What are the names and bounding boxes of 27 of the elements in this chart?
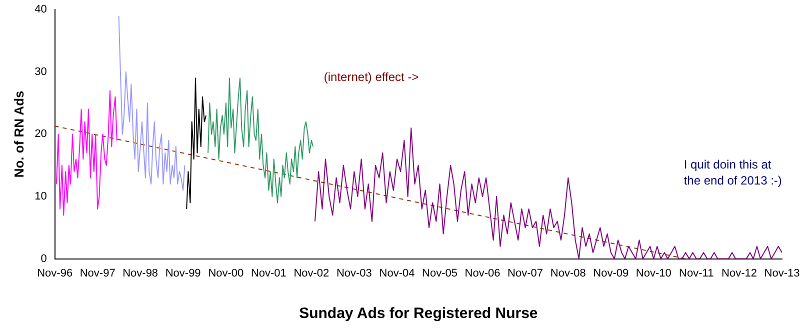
annotation: I quit doin this at the end of 2013 :-): [684, 157, 782, 188]
x-axis-title: Sunday Ads for Registered Nurse: [299, 305, 538, 322]
x-tick-label: Nov-02: [294, 267, 330, 280]
y-tick-label: 20: [34, 128, 47, 140]
x-tick-label: Nov-03: [336, 267, 372, 280]
x-tick-label: Nov-06: [464, 267, 500, 280]
annotation: (internet) effect ->: [324, 70, 419, 84]
x-tick-label: Nov-99: [165, 267, 201, 280]
x-tick-label: Nov-96: [37, 267, 73, 280]
x-tick-label: Nov-00: [208, 267, 244, 280]
x-tick-label: Nov-97: [80, 267, 116, 280]
x-tick-label: Nov-10: [636, 267, 672, 280]
x-tick-label: Nov-05: [422, 267, 458, 280]
x-tick-label: Nov-11: [679, 267, 714, 280]
y-tick-label: 0: [40, 252, 47, 265]
x-tick-label: Nov-98: [122, 267, 158, 280]
x-tick-label: Nov-09: [593, 267, 629, 280]
x-tick-label: Nov-01: [250, 267, 286, 280]
y-axis-title: No. of RN Ads: [11, 90, 26, 178]
x-tick-label: Nov-13: [764, 267, 800, 280]
x-tick-label: Nov-08: [550, 267, 586, 280]
x-tick-label: Nov-07: [508, 267, 544, 280]
y-tick-label: 10: [34, 190, 47, 203]
x-tick-label: Nov-04: [379, 267, 415, 280]
y-tick-label: 40: [34, 4, 47, 16]
y-tick-label: 30: [34, 66, 47, 78]
x-tick-label: Nov-12: [722, 267, 757, 280]
